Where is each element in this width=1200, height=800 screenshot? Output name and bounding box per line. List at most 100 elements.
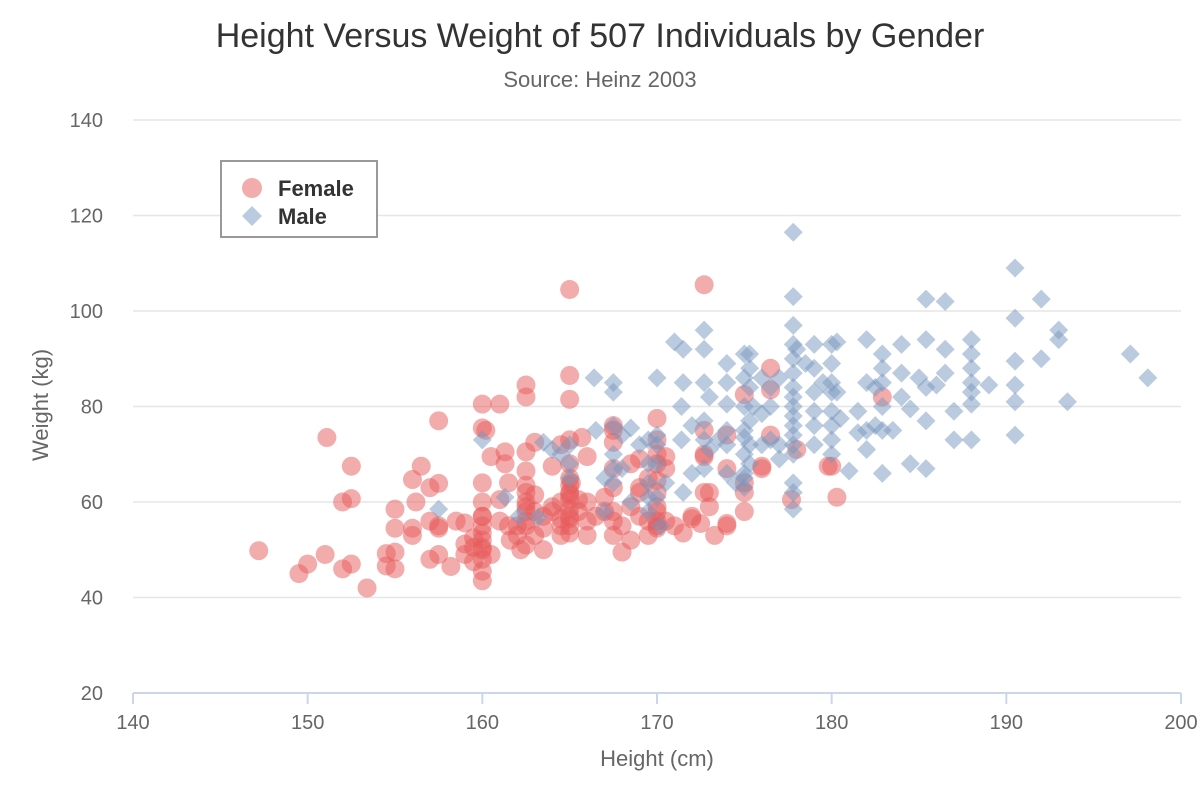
male-point[interactable] (783, 406, 803, 426)
female-point[interactable] (429, 473, 449, 493)
female-point[interactable] (533, 540, 553, 560)
male-point[interactable] (961, 373, 981, 393)
male-point[interactable] (961, 394, 981, 414)
legend-item-female[interactable]: Female (242, 176, 354, 201)
male-point[interactable] (673, 482, 693, 502)
male-point[interactable] (926, 375, 946, 395)
female-point[interactable] (341, 554, 361, 574)
male-point[interactable] (804, 401, 824, 421)
male-point[interactable] (830, 408, 850, 428)
female-point[interactable] (560, 280, 580, 300)
female-point[interactable] (752, 456, 772, 476)
male-point[interactable] (783, 287, 803, 307)
female-point[interactable] (612, 516, 632, 536)
legend-item-male[interactable]: Male (242, 204, 327, 229)
female-point[interactable] (298, 554, 318, 574)
male-point[interactable] (935, 339, 955, 359)
male-point[interactable] (783, 435, 803, 455)
male-point[interactable] (1120, 344, 1140, 364)
male-point[interactable] (787, 339, 807, 359)
male-point[interactable] (528, 507, 548, 527)
male-point[interactable] (961, 382, 981, 402)
female-point[interactable] (429, 545, 449, 565)
male-point[interactable] (656, 473, 676, 493)
male-point[interactable] (783, 315, 803, 335)
male-point[interactable] (872, 420, 892, 440)
male-point[interactable] (429, 499, 449, 519)
male-point[interactable] (916, 459, 936, 479)
female-point[interactable] (472, 523, 492, 543)
male-point[interactable] (883, 420, 903, 440)
male-point[interactable] (560, 435, 580, 455)
female-point[interactable] (673, 523, 693, 543)
female-point[interactable] (406, 492, 426, 512)
female-point[interactable] (525, 485, 545, 505)
male-point[interactable] (804, 416, 824, 436)
female-point[interactable] (249, 541, 269, 561)
male-point[interactable] (694, 411, 714, 431)
male-point[interactable] (783, 482, 803, 502)
male-point[interactable] (717, 394, 737, 414)
male-point[interactable] (586, 420, 606, 440)
male-point[interactable] (1031, 289, 1051, 309)
male-point[interactable] (872, 373, 892, 393)
female-point[interactable] (572, 428, 592, 448)
male-point[interactable] (472, 430, 492, 450)
female-point[interactable] (357, 578, 377, 598)
male-point[interactable] (621, 492, 641, 512)
male-point[interactable] (944, 401, 964, 421)
male-point[interactable] (900, 454, 920, 474)
male-point[interactable] (783, 397, 803, 416)
male-point[interactable] (822, 430, 842, 450)
male-point[interactable] (740, 377, 760, 397)
male-point[interactable] (900, 399, 920, 419)
male-point[interactable] (892, 334, 912, 354)
female-point[interactable] (472, 506, 492, 526)
male-point[interactable] (822, 354, 842, 374)
female-point[interactable] (490, 394, 510, 414)
male-point[interactable] (1031, 349, 1051, 369)
male-point[interactable] (509, 506, 529, 526)
male-point[interactable] (783, 473, 803, 493)
male-point[interactable] (647, 368, 667, 388)
female-point[interactable] (402, 518, 422, 538)
female-point[interactable] (495, 442, 515, 462)
male-point[interactable] (804, 334, 824, 354)
female-point[interactable] (560, 389, 580, 409)
male-point[interactable] (872, 397, 892, 416)
male-point[interactable] (935, 291, 955, 311)
male-point[interactable] (857, 330, 877, 350)
male-point[interactable] (827, 382, 847, 402)
female-point[interactable] (499, 473, 519, 493)
female-point[interactable] (472, 492, 492, 512)
male-point[interactable] (694, 373, 714, 393)
male-point[interactable] (699, 387, 719, 407)
male-point[interactable] (857, 439, 877, 459)
male-point[interactable] (603, 473, 623, 493)
female-point[interactable] (827, 487, 847, 507)
female-point[interactable] (621, 530, 641, 550)
female-point[interactable] (341, 456, 361, 476)
female-point[interactable] (699, 497, 719, 517)
female-point[interactable] (472, 473, 492, 493)
male-point[interactable] (603, 382, 623, 402)
male-point[interactable] (892, 363, 912, 383)
male-point[interactable] (1049, 320, 1069, 340)
male-point[interactable] (761, 397, 781, 416)
female-point[interactable] (699, 482, 719, 502)
male-point[interactable] (717, 373, 737, 393)
male-point[interactable] (740, 344, 760, 364)
male-point[interactable] (638, 473, 658, 493)
female-point[interactable] (481, 545, 501, 565)
female-point[interactable] (411, 456, 431, 476)
male-point[interactable] (673, 373, 693, 393)
male-point[interactable] (740, 358, 760, 378)
male-point[interactable] (1138, 368, 1158, 388)
male-point[interactable] (638, 502, 658, 522)
male-point[interactable] (1005, 392, 1025, 412)
female-point[interactable] (455, 513, 475, 533)
male-point[interactable] (944, 430, 964, 450)
female-point[interactable] (822, 456, 842, 476)
male-point[interactable] (1057, 392, 1077, 412)
female-point[interactable] (385, 559, 405, 579)
